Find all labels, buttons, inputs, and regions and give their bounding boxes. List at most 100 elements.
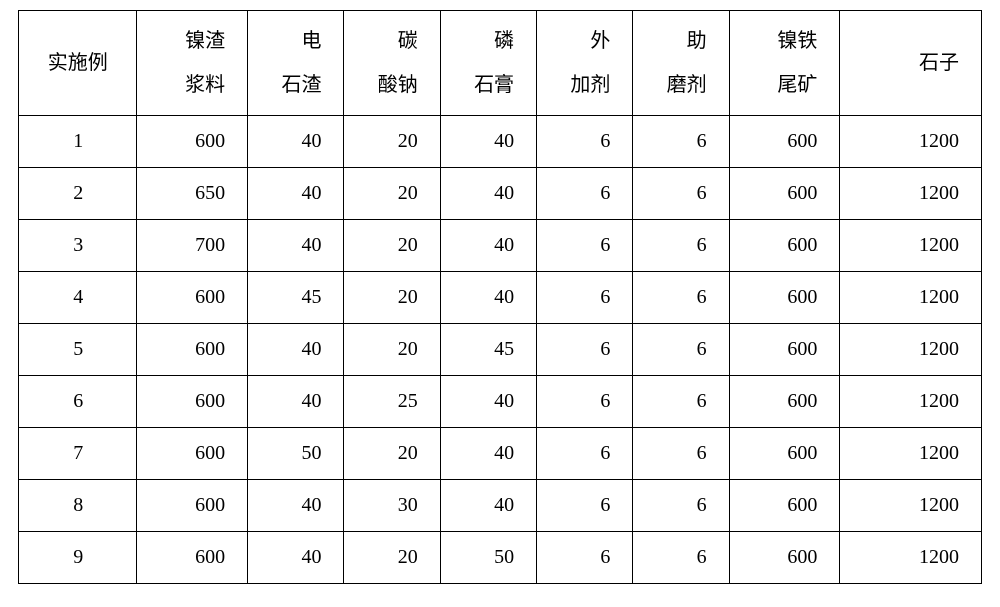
table-cell: 600 bbox=[137, 480, 248, 532]
table-cell: 45 bbox=[440, 324, 536, 376]
table-cell: 20 bbox=[344, 428, 440, 480]
table-cell: 6 bbox=[633, 532, 729, 584]
col-header-text: 碳 bbox=[350, 19, 417, 63]
table-cell: 6 bbox=[537, 272, 633, 324]
table-cell: 6 bbox=[633, 324, 729, 376]
col-header-4: 磷石膏 bbox=[440, 11, 536, 116]
composition-table: 实施例镍渣浆料电石渣碳酸钠磷石膏外加剂助磨剂镍铁尾矿石子 16004020406… bbox=[18, 10, 982, 584]
col-header-text: 尾矿 bbox=[736, 63, 818, 107]
col-header-text: 酸钠 bbox=[350, 63, 417, 107]
table-cell: 6 bbox=[633, 428, 729, 480]
table-header-row: 实施例镍渣浆料电石渣碳酸钠磷石膏外加剂助磨剂镍铁尾矿石子 bbox=[19, 11, 982, 116]
table-cell: 40 bbox=[248, 168, 344, 220]
table-cell: 40 bbox=[248, 220, 344, 272]
table-cell: 1200 bbox=[840, 168, 982, 220]
table-cell: 20 bbox=[344, 116, 440, 168]
row-label: 9 bbox=[19, 532, 137, 584]
table-cell: 20 bbox=[344, 324, 440, 376]
table-cell: 600 bbox=[729, 168, 840, 220]
table-cell: 600 bbox=[729, 376, 840, 428]
table-cell: 6 bbox=[537, 376, 633, 428]
table-row: 7600502040666001200 bbox=[19, 428, 982, 480]
row-label: 1 bbox=[19, 116, 137, 168]
table-cell: 40 bbox=[248, 376, 344, 428]
table-cell: 50 bbox=[440, 532, 536, 584]
table-cell: 40 bbox=[440, 116, 536, 168]
row-label: 3 bbox=[19, 220, 137, 272]
table-cell: 6 bbox=[633, 220, 729, 272]
table-cell: 50 bbox=[248, 428, 344, 480]
col-header-0: 实施例 bbox=[19, 11, 137, 116]
table-cell: 600 bbox=[729, 480, 840, 532]
table-cell: 40 bbox=[440, 168, 536, 220]
table-cell: 6 bbox=[537, 324, 633, 376]
table-cell: 20 bbox=[344, 220, 440, 272]
table-cell: 40 bbox=[440, 376, 536, 428]
table-cell: 6 bbox=[537, 480, 633, 532]
table-cell: 6 bbox=[537, 168, 633, 220]
table-cell: 600 bbox=[729, 532, 840, 584]
row-label: 6 bbox=[19, 376, 137, 428]
col-header-6: 助磨剂 bbox=[633, 11, 729, 116]
table-cell: 6 bbox=[537, 428, 633, 480]
table-cell: 40 bbox=[248, 532, 344, 584]
table-cell: 650 bbox=[137, 168, 248, 220]
table-row: 2650402040666001200 bbox=[19, 168, 982, 220]
table-cell: 1200 bbox=[840, 376, 982, 428]
table-cell: 600 bbox=[729, 428, 840, 480]
table-cell: 6 bbox=[633, 376, 729, 428]
col-header-text: 助 bbox=[639, 19, 706, 63]
table-row: 6600402540666001200 bbox=[19, 376, 982, 428]
table-cell: 40 bbox=[440, 428, 536, 480]
table-cell: 6 bbox=[633, 116, 729, 168]
table-cell: 20 bbox=[344, 532, 440, 584]
table-cell: 20 bbox=[344, 168, 440, 220]
table-cell: 20 bbox=[344, 272, 440, 324]
table-cell: 6 bbox=[537, 220, 633, 272]
table-cell: 1200 bbox=[840, 116, 982, 168]
table-cell: 40 bbox=[248, 116, 344, 168]
col-header-text: 加剂 bbox=[543, 63, 610, 107]
table-cell: 600 bbox=[137, 116, 248, 168]
col-header-text: 实施例 bbox=[25, 41, 130, 85]
col-header-text: 磷 bbox=[447, 19, 514, 63]
row-label: 7 bbox=[19, 428, 137, 480]
row-label: 4 bbox=[19, 272, 137, 324]
table-row: 5600402045666001200 bbox=[19, 324, 982, 376]
table-cell: 600 bbox=[137, 428, 248, 480]
table-row: 8600403040666001200 bbox=[19, 480, 982, 532]
table-cell: 40 bbox=[440, 220, 536, 272]
table-row: 4600452040666001200 bbox=[19, 272, 982, 324]
table-cell: 1200 bbox=[840, 480, 982, 532]
table-cell: 1200 bbox=[840, 272, 982, 324]
table-cell: 6 bbox=[633, 480, 729, 532]
col-header-text: 镍铁 bbox=[736, 19, 818, 63]
table-cell: 600 bbox=[729, 272, 840, 324]
col-header-text: 镍渣 bbox=[143, 19, 225, 63]
table-cell: 40 bbox=[440, 480, 536, 532]
table-cell: 6 bbox=[633, 272, 729, 324]
row-label: 2 bbox=[19, 168, 137, 220]
table-cell: 600 bbox=[729, 220, 840, 272]
table-cell: 45 bbox=[248, 272, 344, 324]
table-cell: 1200 bbox=[840, 428, 982, 480]
col-header-text: 外 bbox=[543, 19, 610, 63]
col-header-text: 电 bbox=[254, 19, 321, 63]
table-cell: 6 bbox=[537, 532, 633, 584]
table-cell: 600 bbox=[137, 272, 248, 324]
col-header-3: 碳酸钠 bbox=[344, 11, 440, 116]
table-cell: 40 bbox=[248, 480, 344, 532]
table-cell: 700 bbox=[137, 220, 248, 272]
col-header-text: 石渣 bbox=[254, 63, 321, 107]
table-cell: 600 bbox=[729, 116, 840, 168]
table-cell: 600 bbox=[137, 532, 248, 584]
table-cell: 600 bbox=[729, 324, 840, 376]
row-label: 8 bbox=[19, 480, 137, 532]
table-cell: 1200 bbox=[840, 220, 982, 272]
table-cell: 40 bbox=[248, 324, 344, 376]
table-cell: 600 bbox=[137, 324, 248, 376]
table-cell: 40 bbox=[440, 272, 536, 324]
col-header-7: 镍铁尾矿 bbox=[729, 11, 840, 116]
col-header-8: 石子 bbox=[840, 11, 982, 116]
table-cell: 600 bbox=[137, 376, 248, 428]
